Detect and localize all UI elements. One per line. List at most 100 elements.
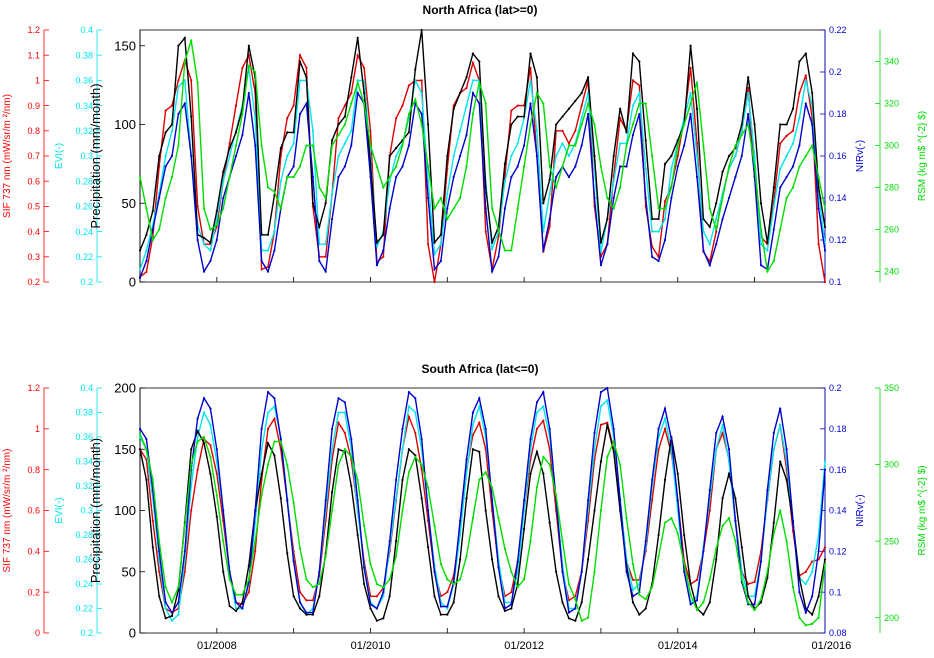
data-point-evi: [695, 154, 699, 158]
data-point-rsm: [433, 207, 436, 210]
data-point-rsm: [574, 598, 577, 601]
data-point-rsm: [222, 207, 225, 210]
data-point-precip: [753, 123, 756, 126]
data-point-precip: [759, 202, 763, 205]
data-point-sif: [638, 84, 641, 87]
data-point-rsm: [202, 207, 206, 210]
data-point-nirv: [318, 570, 321, 573]
data-point-precip: [676, 139, 679, 142]
x-tick-label: 01/2012: [504, 640, 544, 652]
data-point-rsm: [561, 165, 564, 168]
sif-y-tick-label: 0.8: [27, 465, 40, 475]
data-point-nirv: [177, 601, 180, 604]
data-point-nirv: [542, 249, 545, 252]
data-point-rsm: [542, 102, 545, 105]
data-point-rsm: [164, 585, 167, 589]
series-line-sif: [139, 414, 826, 614]
evi-y-tick-label: 0.34: [75, 101, 93, 111]
data-point-precip: [766, 576, 769, 579]
data-point-precip: [324, 202, 327, 205]
data-point-precip: [759, 601, 763, 604]
data-point-evi: [580, 117, 583, 120]
chart-title: South Africa (lat<=0): [422, 362, 539, 376]
data-point-nirv: [292, 165, 295, 168]
evi-y-tick-label: 0.32: [75, 481, 93, 491]
data-point-evi: [138, 268, 142, 271]
data-point-rsm: [702, 601, 705, 604]
data-point-nirv: [663, 238, 667, 242]
data-point-rsm: [362, 524, 366, 527]
data-point-precip: [279, 497, 282, 500]
data-point-rsm: [298, 547, 302, 550]
data-point-rsm: [676, 532, 679, 535]
evi-y-tick-label: 0.28: [75, 176, 93, 186]
data-point-evi: [177, 85, 180, 88]
data-point-rsm: [260, 494, 263, 497]
data-point-evi: [542, 230, 545, 233]
sif-y-tick-label: 0.3: [27, 252, 40, 262]
data-point-sif: [305, 66, 308, 69]
data-point-evi: [375, 245, 378, 248]
data-point-precip: [567, 107, 571, 110]
data-point-evi: [202, 411, 206, 414]
data-point-rsm: [138, 432, 142, 436]
data-point-precip: [657, 217, 660, 221]
data-point-evi: [689, 91, 692, 95]
data-point-evi: [286, 154, 289, 158]
data-point-nirv: [503, 607, 507, 610]
data-point-evi: [414, 411, 417, 414]
data-point-precip: [798, 60, 801, 63]
data-point-rsm: [676, 144, 679, 147]
data-point-sif: [497, 235, 500, 238]
data-point-rsm: [452, 207, 455, 210]
data-point-nirv: [183, 550, 186, 553]
data-point-nirv: [234, 601, 238, 604]
data-point-nirv: [177, 112, 180, 116]
data-point-nirv: [439, 259, 442, 263]
data-point-precip: [510, 123, 513, 126]
series-line-nirv: [139, 386, 826, 615]
data-point-evi: [273, 230, 276, 233]
data-point-rsm: [798, 616, 801, 619]
data-point-rsm: [811, 622, 814, 625]
data-point-nirv: [817, 207, 820, 210]
data-point-precip: [695, 107, 699, 110]
data-point-precip: [580, 91, 583, 95]
data-point-nirv: [574, 165, 577, 168]
data-point-rsm: [580, 619, 583, 622]
data-point-evi: [542, 405, 545, 408]
data-point-rsm: [356, 478, 359, 481]
data-point-rsm: [330, 509, 334, 512]
data-point-precip: [510, 607, 513, 610]
data-point-sif: [375, 595, 378, 598]
sif-y-tick-label: 0: [35, 628, 40, 638]
data-point-rsm: [196, 440, 199, 443]
data-point-nirv: [593, 196, 596, 200]
data-point-evi: [708, 243, 711, 246]
data-point-rsm: [766, 270, 769, 273]
data-point-rsm: [337, 463, 340, 466]
data-point-evi: [254, 117, 257, 120]
data-point-nirv: [382, 591, 385, 594]
data-point-rsm: [190, 463, 193, 466]
data-point-evi: [491, 248, 494, 251]
data-point-evi: [766, 249, 769, 252]
data-point-sif: [209, 444, 212, 447]
data-point-nirv: [619, 165, 622, 168]
data-point-precip: [446, 154, 449, 158]
data-point-sif: [510, 591, 513, 594]
data-point-evi: [804, 582, 807, 586]
data-point-evi: [471, 79, 474, 82]
data-point-precip: [708, 601, 711, 604]
data-point-precip: [740, 123, 743, 126]
data-point-precip: [222, 170, 225, 173]
data-point-rsm: [689, 593, 692, 596]
data-point-nirv: [407, 144, 410, 147]
data-point-precip: [599, 460, 603, 463]
data-point-rsm: [619, 463, 622, 466]
series-line-nirv: [139, 90, 826, 279]
data-point-rsm: [599, 509, 603, 512]
data-point-precip: [247, 564, 250, 567]
data-point-nirv: [606, 386, 609, 390]
data-point-nirv: [350, 144, 353, 147]
